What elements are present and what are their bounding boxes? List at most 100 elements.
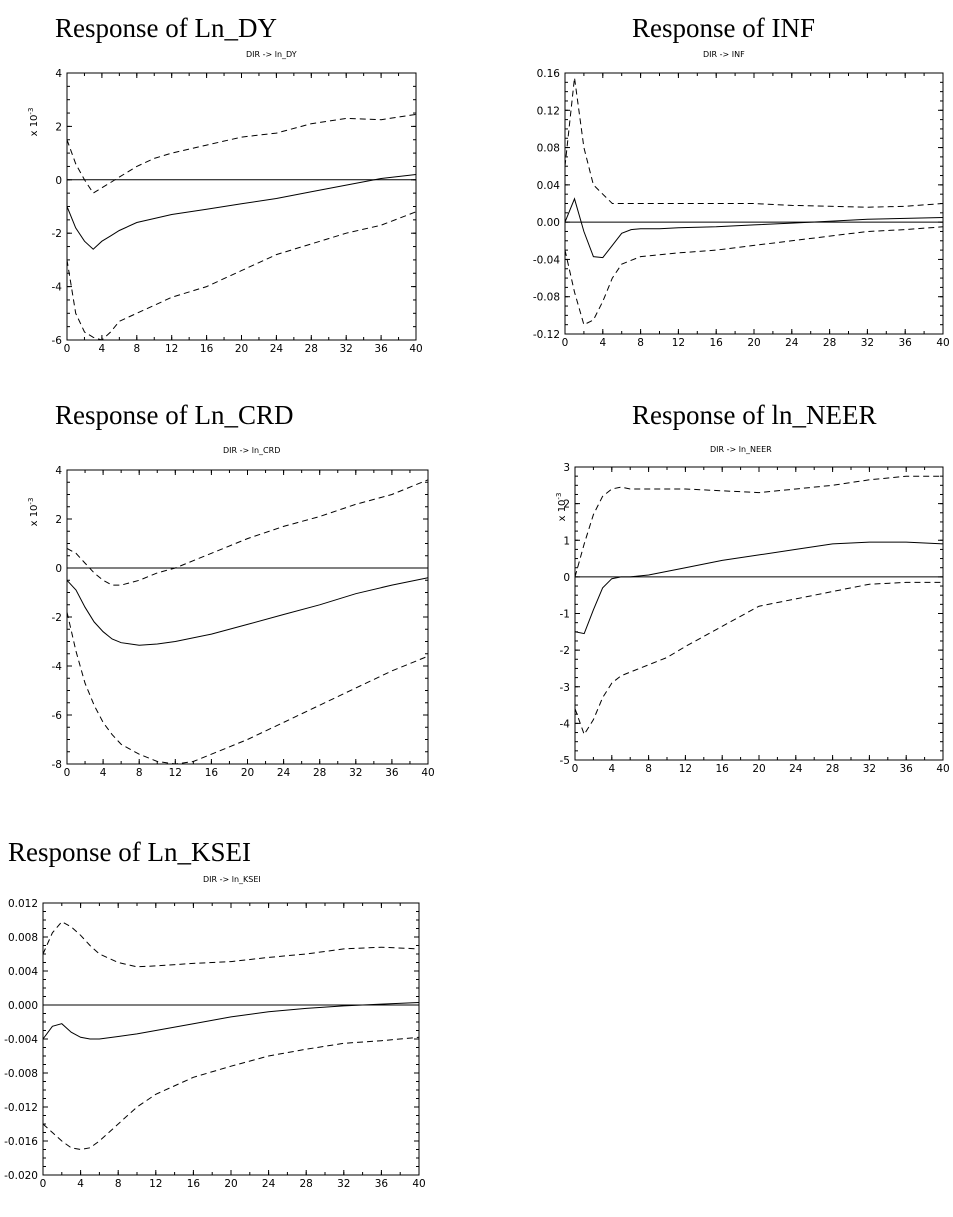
chart-panel-2: Response of INF DIR -> INF 0 4 8 12 16 20 24 28 32… <box>533 13 950 349</box>
x-tick-label: 8 <box>133 343 140 355</box>
y-tick-label: -2 <box>52 612 62 624</box>
x-tick-label: 16 <box>187 1178 201 1190</box>
lower-confidence-band <box>574 581 943 736</box>
x-tick-label: 4 <box>608 763 615 775</box>
y-tick-label: 2 <box>55 514 62 526</box>
y-tick-label: -4 <box>52 661 63 673</box>
y-tick-label: 4 <box>55 68 62 80</box>
y-tick-label: 0.012 <box>8 898 38 910</box>
x-tick-label: 16 <box>205 767 219 779</box>
x-tick-label: 36 <box>375 1178 389 1190</box>
x-tick-label: 8 <box>637 337 644 349</box>
y-tick-label: -6 <box>52 335 63 347</box>
x-tick-label: 20 <box>235 343 248 355</box>
y-tick-label: 0 <box>55 175 62 187</box>
y-tick-label: 0.000 <box>8 1000 38 1012</box>
chart-subtitle: DIR -> ln_KSEI <box>203 875 261 884</box>
x-tick-label: 0 <box>562 337 569 349</box>
x-tick-label: 12 <box>149 1178 162 1190</box>
x-tick-label: 28 <box>300 1178 313 1190</box>
chart-title: Response of Ln_CRD <box>55 400 294 430</box>
y-tick-label: 0.16 <box>537 68 561 80</box>
chart-title: Response of Ln_KSEI <box>8 837 251 867</box>
x-tick-label: 4 <box>599 337 606 349</box>
y-tick-label: -0.04 <box>533 254 560 266</box>
x-tick-label: 32 <box>863 763 876 775</box>
y-tick-label: -0.004 <box>4 1034 38 1046</box>
impulse-response-line <box>42 1002 420 1040</box>
x-tick-label: 16 <box>710 337 724 349</box>
x-tick-label: 12 <box>169 767 182 779</box>
chart-panel-1: Response of Ln_DY DIR -> ln_DYx 10-3 0 4 8 12… <box>27 13 423 355</box>
x-tick-label: 0 <box>64 767 71 779</box>
y-tick-label: -4 <box>52 282 63 294</box>
lower-confidence-band <box>42 1036 420 1151</box>
y-tick-label: 2 <box>563 499 570 511</box>
x-tick-label: 0 <box>40 1178 47 1190</box>
x-tick-label: 32 <box>340 343 353 355</box>
x-tick-label: 40 <box>936 763 949 775</box>
impulse-response-line <box>564 197 944 259</box>
upper-confidence-band <box>42 921 420 968</box>
impulse-response-line <box>574 541 944 635</box>
x-tick-label: 16 <box>716 763 730 775</box>
plot-frame <box>574 466 944 761</box>
x-tick-label: 8 <box>136 767 143 779</box>
x-tick-label: 16 <box>200 343 214 355</box>
y-tick-label: -2 <box>52 228 62 240</box>
y-tick-label: 0.004 <box>8 966 38 978</box>
y-tick-label: -8 <box>52 759 62 771</box>
x-tick-label: 32 <box>337 1178 350 1190</box>
x-tick-label: 28 <box>823 337 836 349</box>
scale-label: x 10-3 <box>27 498 40 527</box>
lower-confidence-band <box>66 211 417 341</box>
upper-confidence-band <box>574 475 943 578</box>
x-tick-label: 24 <box>785 337 799 349</box>
x-tick-label: 24 <box>277 767 291 779</box>
y-tick-label: 0.008 <box>8 932 38 944</box>
y-tick-label: 0.04 <box>537 180 561 192</box>
y-tick-label: 0.00 <box>537 217 560 229</box>
x-tick-label: 40 <box>421 767 434 779</box>
x-tick-label: 20 <box>747 337 760 349</box>
x-tick-label: 24 <box>262 1178 276 1190</box>
x-tick-label: 12 <box>679 763 692 775</box>
x-tick-label: 32 <box>349 767 362 779</box>
x-tick-label: 12 <box>165 343 178 355</box>
plot-frame <box>66 469 429 765</box>
y-tick-label: 0 <box>563 572 570 584</box>
upper-confidence-band <box>66 113 417 194</box>
y-tick-label: -1 <box>560 609 570 621</box>
plot-frame <box>66 72 417 341</box>
x-tick-label: 40 <box>936 337 949 349</box>
x-tick-label: 40 <box>409 343 422 355</box>
x-tick-label: 24 <box>789 763 803 775</box>
x-tick-label: 28 <box>313 767 326 779</box>
chart-subtitle: DIR -> ln_CRD <box>223 446 280 455</box>
y-tick-label: -0.012 <box>4 1102 38 1114</box>
y-tick-label: 0.08 <box>537 143 560 155</box>
x-tick-label: 28 <box>826 763 839 775</box>
x-tick-label: 36 <box>374 343 388 355</box>
x-tick-label: 20 <box>752 763 765 775</box>
y-tick-label: 0.12 <box>537 105 560 117</box>
y-tick-label: -5 <box>560 755 570 767</box>
upper-confidence-band <box>564 77 944 208</box>
y-tick-label: -2 <box>560 645 570 657</box>
y-tick-label: 4 <box>55 465 62 477</box>
scale-label: x 10-3 <box>555 493 568 522</box>
y-tick-label: -0.020 <box>4 1170 38 1182</box>
x-tick-label: 20 <box>224 1178 237 1190</box>
x-tick-label: 8 <box>645 763 652 775</box>
x-tick-label: 32 <box>861 337 874 349</box>
chart-title: Response of INF <box>632 13 815 43</box>
lower-confidence-band <box>66 611 429 765</box>
scale-label: x 10-3 <box>27 108 40 137</box>
y-tick-label: 3 <box>563 462 570 474</box>
x-tick-label: 36 <box>899 337 913 349</box>
x-tick-label: 4 <box>99 343 106 355</box>
y-tick-label: 0 <box>55 563 62 575</box>
upper-confidence-band <box>66 479 429 586</box>
